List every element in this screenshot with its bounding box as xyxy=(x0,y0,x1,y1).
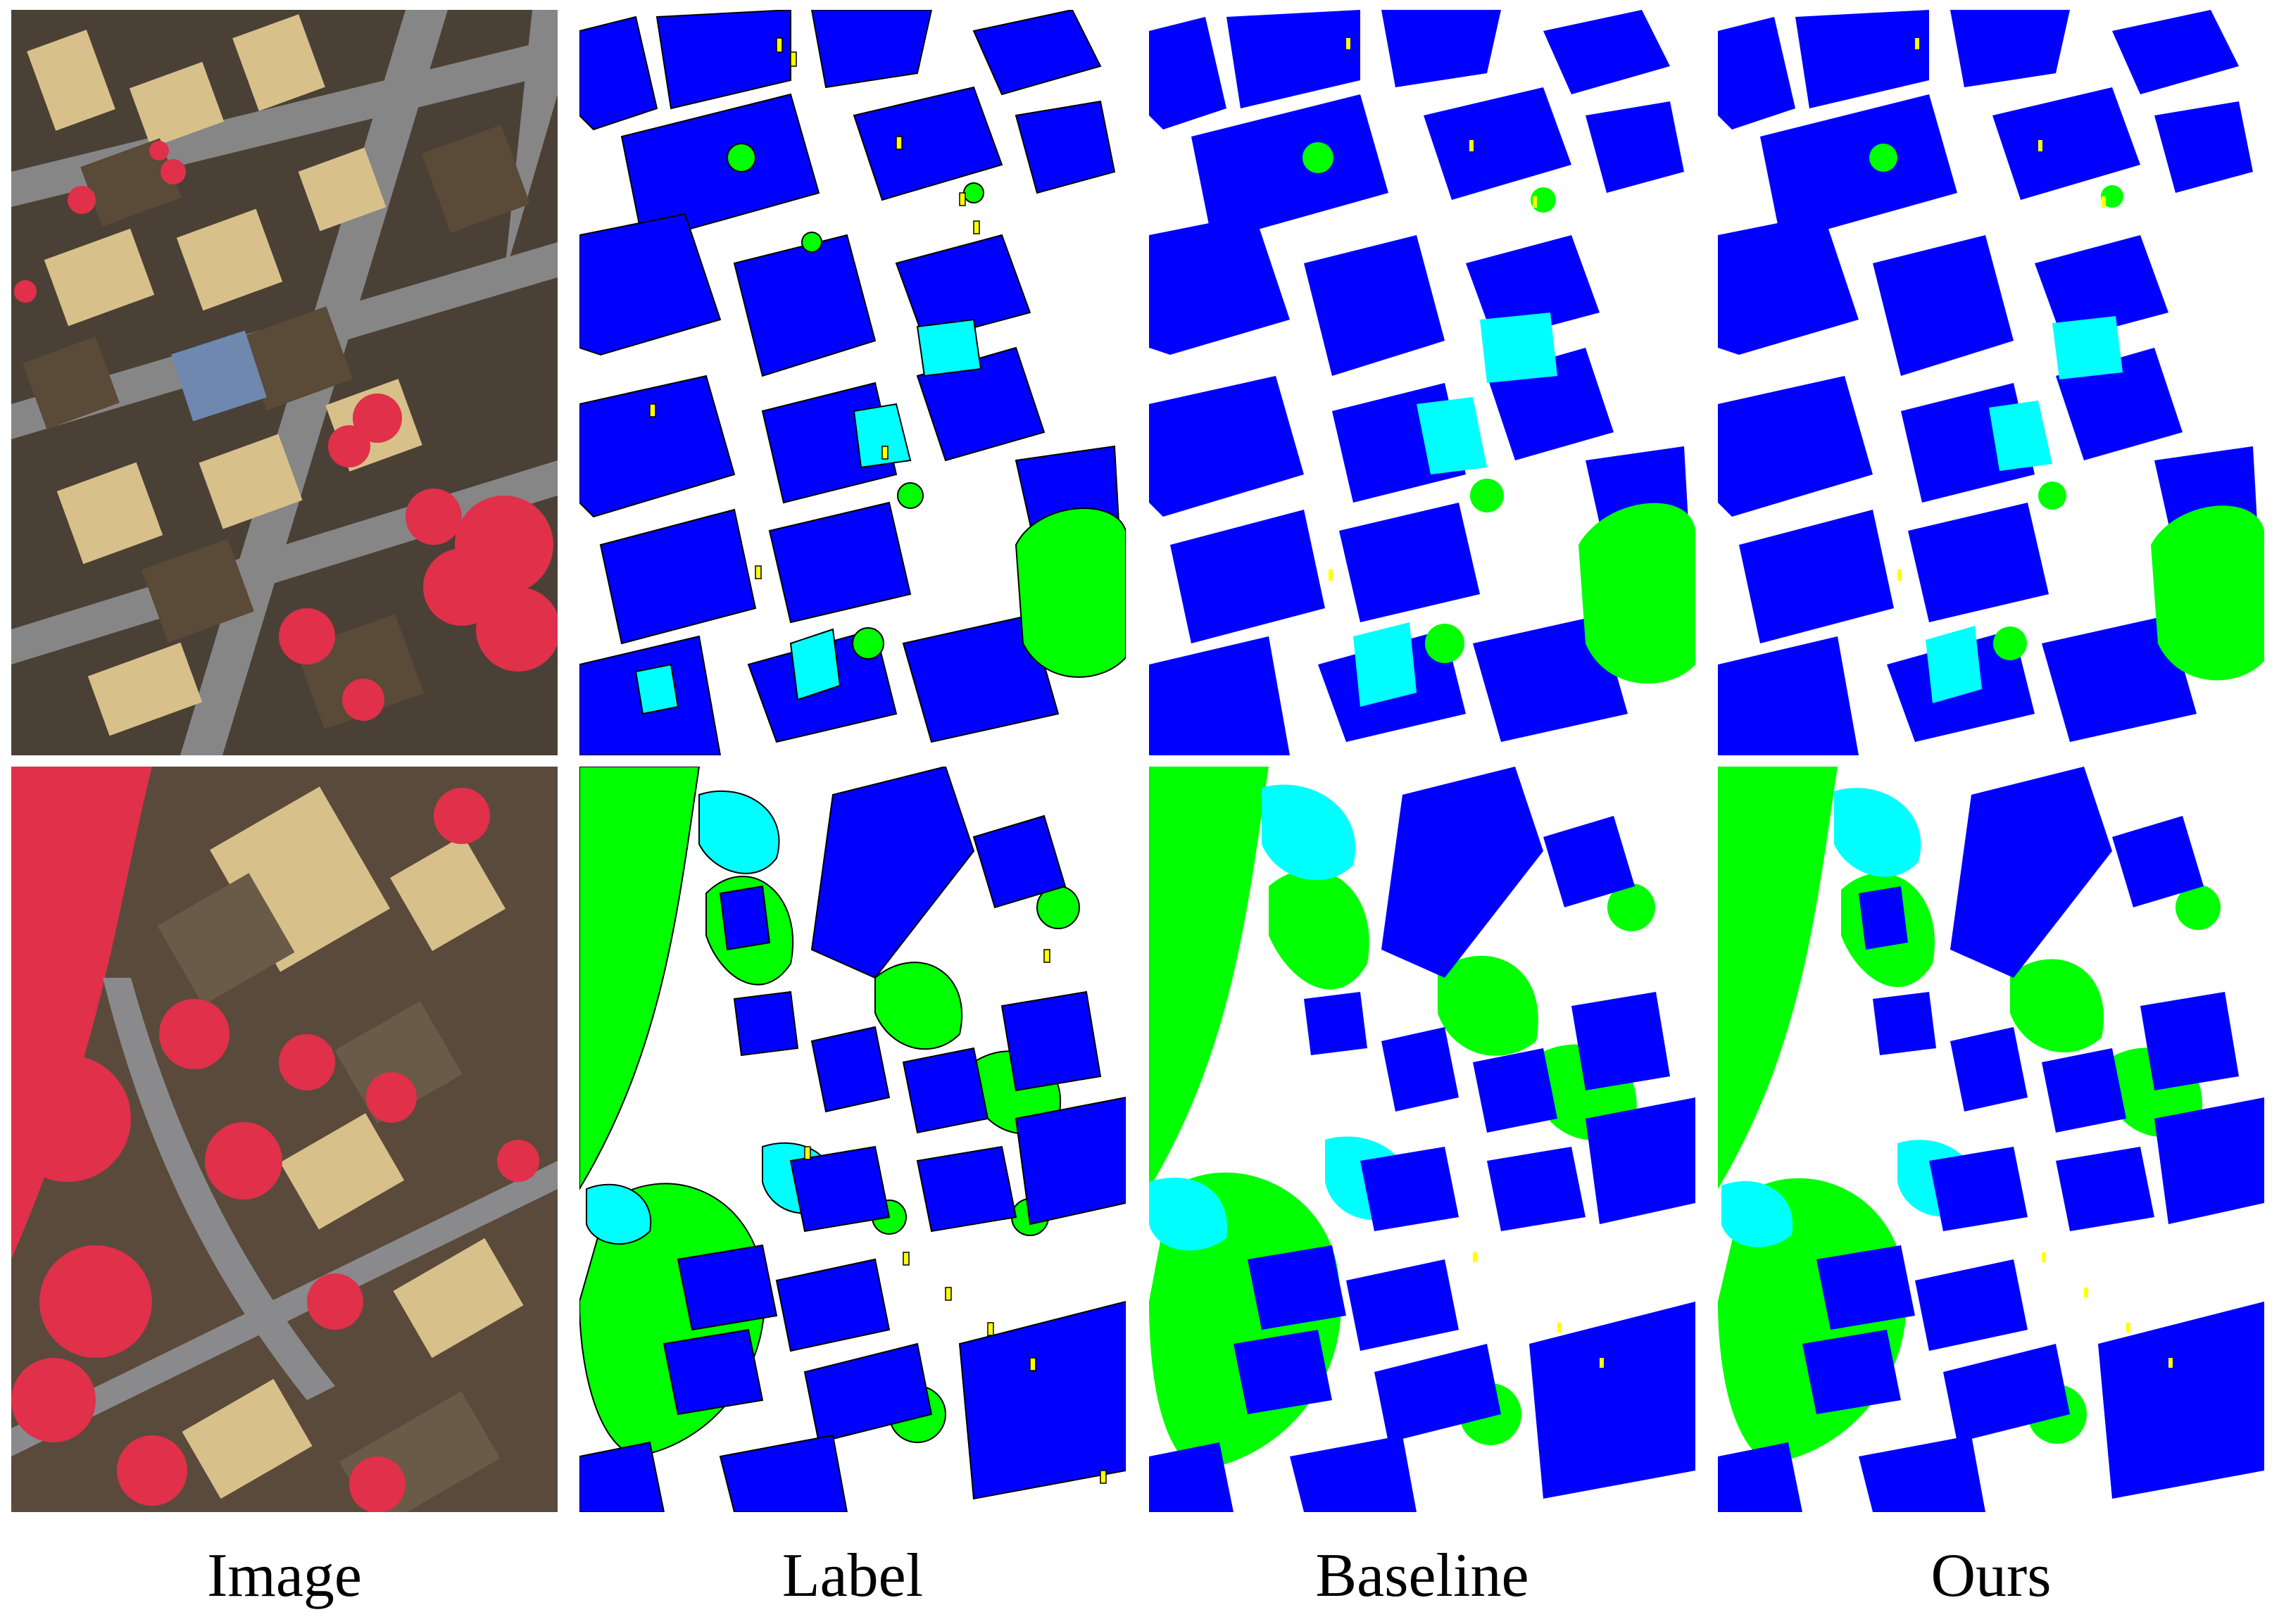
ours-map-top xyxy=(1718,10,2264,755)
baseline-map-bottom xyxy=(1149,767,1695,1512)
caption-ours: Ours xyxy=(1930,1542,2052,1610)
caption-label: Label xyxy=(781,1542,924,1610)
aerial-image-top xyxy=(11,10,558,755)
baseline-map-bottom-svg xyxy=(1149,767,1695,1512)
aerial-image-top-svg xyxy=(11,10,558,755)
ours-map-bottom-svg xyxy=(1718,767,2264,1512)
baseline-map-top xyxy=(1149,10,1695,755)
label-map-top xyxy=(579,10,1126,755)
label-map-bottom-svg xyxy=(579,767,1126,1512)
aerial-image-bottom xyxy=(11,767,558,1512)
baseline-map-top-svg xyxy=(1149,10,1695,755)
ours-map-bottom xyxy=(1718,767,2264,1512)
caption-image: Image xyxy=(207,1542,362,1610)
aerial-image-bottom-svg xyxy=(11,767,558,1512)
label-map-top-svg xyxy=(579,10,1126,755)
caption-baseline: Baseline xyxy=(1315,1542,1529,1610)
ours-map-top-svg xyxy=(1718,10,2264,755)
label-map-bottom xyxy=(579,767,1126,1512)
